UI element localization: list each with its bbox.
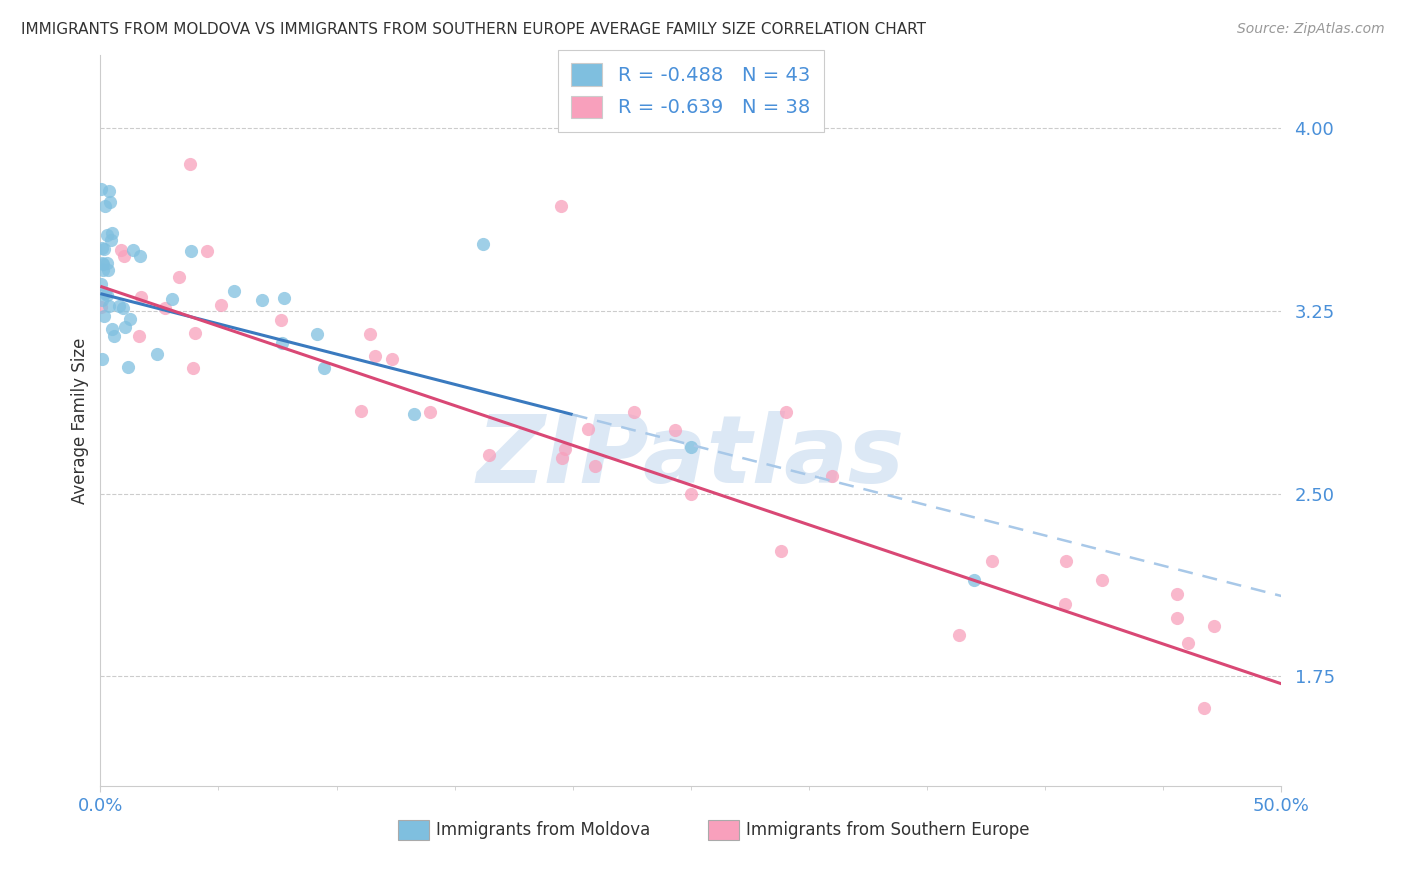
Point	[167, 269, 190, 284]
Point	[101, 321, 124, 335]
Point	[146, 346, 169, 360]
Point	[91, 263, 114, 277]
Point	[97, 263, 120, 277]
Point	[100, 226, 122, 240]
Text: IMMIGRANTS FROM MOLDOVA VS IMMIGRANTS FROM SOUTHERN EUROPE AVERAGE FAMILY SIZE C: IMMIGRANTS FROM MOLDOVA VS IMMIGRANTS FR…	[21, 22, 927, 37]
Point	[180, 244, 202, 259]
Point	[312, 361, 335, 376]
Point	[90, 182, 112, 196]
Point	[359, 326, 381, 341]
Point	[1202, 619, 1225, 633]
Point	[623, 405, 645, 419]
Legend: R = -0.488   N = 43, R = -0.639   N = 38: R = -0.488 N = 43, R = -0.639 N = 38	[558, 50, 824, 132]
Point	[554, 442, 576, 457]
Point	[91, 256, 114, 270]
Point	[93, 309, 115, 323]
Point	[583, 459, 606, 474]
Y-axis label: Average Family Size: Average Family Size	[72, 337, 89, 504]
Point	[93, 242, 115, 256]
Point	[100, 233, 122, 247]
Point	[222, 284, 245, 298]
Point	[477, 448, 499, 462]
Point	[363, 349, 385, 363]
Point	[90, 277, 112, 291]
Point	[1166, 611, 1188, 625]
Point	[120, 312, 142, 326]
Point	[273, 291, 295, 305]
Point	[111, 301, 134, 316]
Point	[681, 486, 703, 500]
Point	[108, 299, 131, 313]
Point	[114, 320, 136, 334]
Point	[90, 300, 112, 314]
Point	[98, 194, 121, 209]
Point	[183, 361, 205, 376]
Point	[129, 290, 152, 304]
Point	[419, 405, 441, 419]
Point	[110, 243, 132, 257]
Point	[160, 292, 183, 306]
Point	[1194, 701, 1216, 715]
Point	[472, 236, 495, 251]
Point	[270, 313, 292, 327]
Point	[1177, 636, 1199, 650]
Point	[91, 257, 114, 271]
Point	[97, 184, 120, 198]
Point	[550, 199, 572, 213]
Point	[980, 554, 1002, 568]
Point	[769, 544, 792, 558]
Point	[96, 227, 118, 242]
Point	[98, 299, 121, 313]
Point	[271, 336, 294, 351]
Point	[114, 249, 136, 263]
Point	[402, 408, 425, 422]
Text: Source: ZipAtlas.com: Source: ZipAtlas.com	[1237, 22, 1385, 37]
Point	[1056, 554, 1078, 568]
Point	[1054, 597, 1077, 611]
Point	[1166, 587, 1188, 601]
Point	[129, 248, 152, 262]
Point	[122, 244, 145, 258]
Point	[96, 256, 118, 270]
Point	[1091, 573, 1114, 587]
Point	[179, 157, 201, 171]
Text: ZIPatlas: ZIPatlas	[477, 411, 905, 503]
Point	[117, 359, 139, 374]
Point	[948, 628, 970, 642]
Point	[350, 403, 373, 417]
Point	[963, 573, 986, 587]
Point	[94, 285, 117, 300]
Point	[91, 293, 114, 308]
Point	[250, 293, 273, 307]
Point	[551, 450, 574, 465]
Point	[578, 422, 600, 436]
Point	[184, 326, 207, 341]
Point	[664, 423, 686, 437]
Point	[103, 329, 125, 343]
Point	[195, 244, 218, 259]
Point	[91, 241, 114, 255]
Point	[679, 441, 702, 455]
Point	[209, 298, 232, 312]
Point	[128, 328, 150, 343]
Point	[153, 301, 176, 315]
Text: Immigrants from Moldova: Immigrants from Moldova	[436, 822, 651, 839]
Text: Immigrants from Southern Europe: Immigrants from Southern Europe	[745, 822, 1029, 839]
Point	[94, 199, 117, 213]
Point	[96, 287, 118, 301]
Point	[91, 352, 114, 367]
Point	[305, 327, 328, 342]
Point	[381, 351, 404, 366]
Point	[821, 469, 844, 483]
Point	[775, 405, 797, 419]
